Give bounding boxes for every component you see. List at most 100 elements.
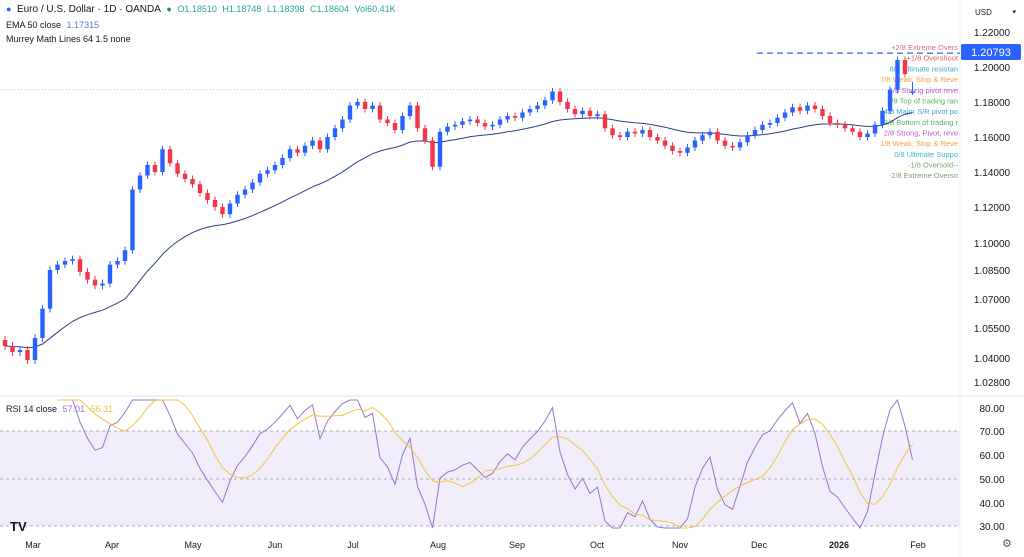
time-axis-tick: May [184, 540, 202, 550]
candle [295, 145, 300, 157]
candle-body [797, 107, 803, 111]
ema-legend[interactable]: EMA 50 close 1.17315 [6, 20, 102, 31]
candle-body [542, 100, 548, 106]
candle [265, 166, 270, 178]
candle-body [250, 182, 255, 190]
candle-body [92, 279, 98, 286]
candle [700, 131, 705, 144]
candle [520, 109, 525, 122]
candle-body [865, 133, 870, 137]
candle-body [197, 184, 203, 193]
candle [707, 128, 713, 139]
candle [662, 137, 668, 150]
candle-body [490, 124, 495, 127]
price-axis-tick: 1.20000 [974, 63, 1011, 74]
murrey-level-label: 4/8 Major S/R pivot po [884, 107, 958, 116]
candle-body [842, 124, 848, 129]
symbol-title[interactable]: Euro / U.S. Dollar · 1D · OANDA [16, 4, 161, 15]
candle-body [565, 102, 570, 109]
candle [670, 142, 675, 155]
murrey-legend[interactable]: Murrey Math Lines 64 1.5 none [6, 34, 134, 45]
candle [92, 275, 98, 290]
price-axis-tick: 1.07000 [974, 295, 1011, 306]
candle [872, 121, 878, 137]
murrey-level-label: 5/8 Top of trading ran [887, 96, 958, 105]
candle [610, 124, 615, 139]
candle [790, 103, 795, 116]
candle-body [895, 60, 900, 90]
tradingview-logo[interactable]: TV [10, 519, 27, 534]
candle [10, 342, 15, 356]
candle-body [152, 165, 158, 172]
candle-body [295, 149, 300, 153]
symbol-legend: ● Euro / U.S. Dollar · 1D · OANDA ● O1.1… [6, 4, 399, 15]
murrey-level-label: 7/8 Weak, Stop & Reve [880, 75, 958, 84]
candle [250, 179, 255, 193]
time-axis-tick: Aug [430, 540, 446, 550]
candle [40, 304, 45, 342]
candle [775, 114, 780, 127]
candle [677, 147, 683, 157]
candle-body [677, 151, 683, 153]
candle [527, 105, 533, 116]
candle-body [415, 105, 420, 129]
candle-body [775, 117, 780, 123]
rsi-legend[interactable]: RSI 14 close 57.01 56.31 [6, 404, 116, 415]
candle-body [220, 207, 225, 215]
candle [460, 117, 465, 129]
rsi-axis-tick: 30.00 [979, 522, 1004, 533]
candle [175, 159, 180, 178]
candle [617, 131, 623, 141]
time-axis-tick: 2026 [829, 540, 849, 550]
candle-body [640, 130, 645, 134]
svg-text:TV: TV [10, 519, 27, 534]
candle-body [670, 145, 675, 151]
candle-body [227, 203, 233, 215]
candle [197, 180, 203, 197]
candle [692, 137, 698, 151]
candle [445, 123, 450, 136]
murrey-label: Murrey Math Lines 64 1.5 none [6, 34, 131, 44]
candle-body [730, 145, 735, 148]
candle-body [572, 109, 578, 115]
settings-gear-icon[interactable]: ⚙ [1002, 538, 1012, 550]
candle [550, 88, 555, 104]
candle [415, 102, 420, 132]
low-value: L1.18398 [266, 4, 305, 14]
price-axis-tick: 1.02800 [974, 378, 1011, 389]
candle [190, 175, 195, 188]
candle-body [535, 105, 540, 109]
candle [565, 98, 570, 113]
candle-body [512, 116, 518, 118]
candle [242, 186, 248, 199]
candle [850, 124, 855, 136]
time-axis-tick: Dec [751, 540, 768, 550]
candle [857, 128, 863, 141]
candle [62, 257, 68, 269]
candle-body [182, 173, 188, 179]
candle-body [392, 123, 398, 130]
currency-selector[interactable]: USD ▾ [975, 5, 1020, 20]
candle [805, 102, 810, 115]
candle [842, 121, 848, 132]
candle-body [137, 175, 143, 190]
rsi-label: RSI 14 close [6, 404, 58, 414]
candle-body [587, 110, 593, 116]
candle-body [805, 105, 810, 111]
candle-body [827, 116, 833, 123]
candle-body [17, 350, 23, 352]
candle-body [610, 128, 615, 136]
price-axis-tick: 1.12000 [974, 203, 1011, 214]
candle [475, 116, 480, 127]
candle-body [332, 128, 338, 137]
candle-body [752, 130, 758, 136]
candle [407, 102, 413, 120]
currency-selector-label: USD [975, 8, 992, 17]
candle [880, 107, 885, 129]
murrey-level-label: 3/8 Bottom of trading r [884, 118, 959, 127]
open-value: O1.18510 [177, 4, 217, 14]
candle-body [25, 350, 30, 360]
candle [580, 107, 585, 118]
time-axis-tick: Apr [105, 540, 119, 550]
